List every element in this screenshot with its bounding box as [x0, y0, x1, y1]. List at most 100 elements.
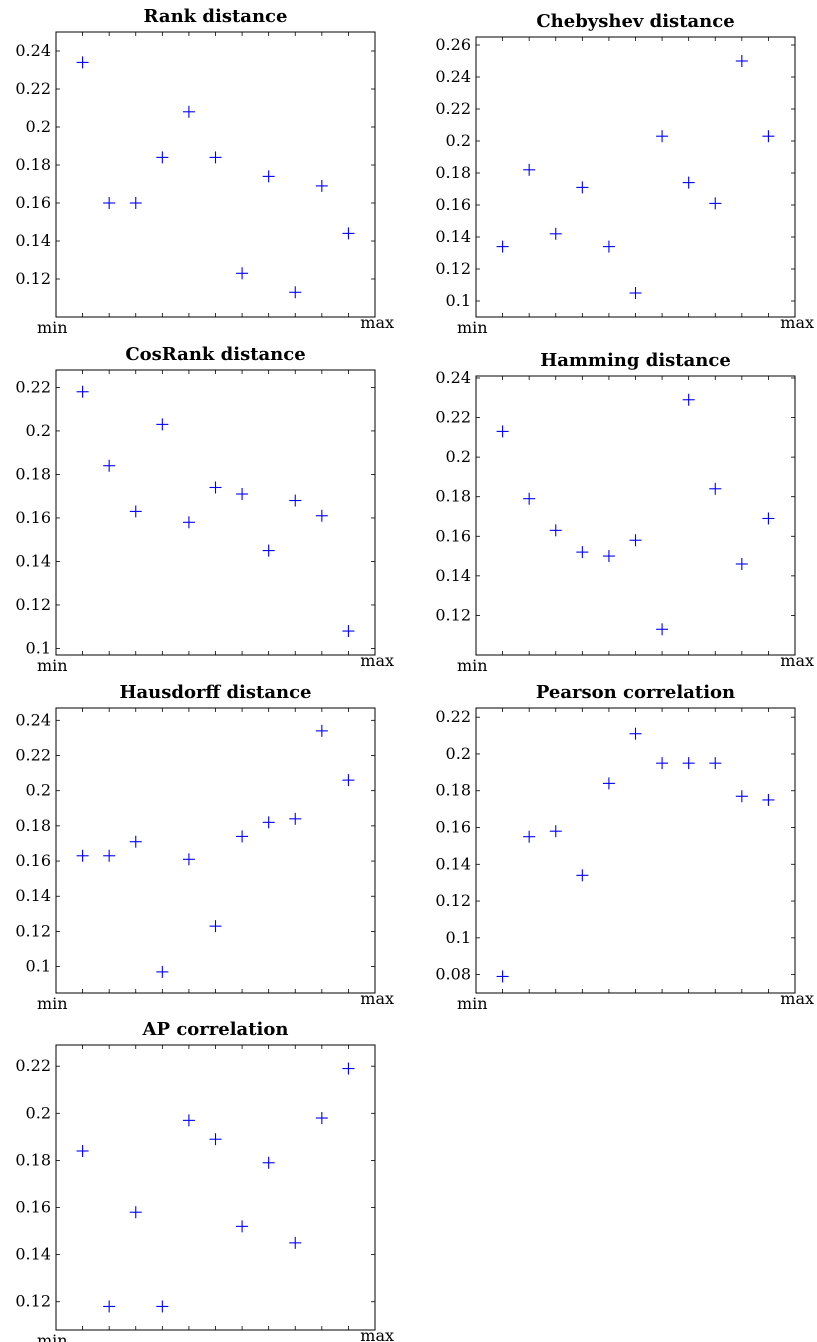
data-point	[315, 1112, 328, 1125]
data-point	[289, 812, 302, 825]
plot-frame	[55, 1044, 376, 1331]
y-tick-label: 0.12	[15, 595, 51, 614]
y-tick-label: 0.22	[435, 408, 471, 427]
data-point	[289, 494, 302, 507]
x-min-label: min	[457, 318, 488, 337]
x-max-label: max	[360, 313, 394, 332]
y-tick-label: 0.14	[15, 551, 51, 570]
data-point	[156, 1300, 169, 1313]
chart-panel: Chebyshev distance 0.1 0.12 0.14 0.16 0.18 0.2…	[435, 11, 814, 337]
data-point	[629, 287, 642, 299]
x-min-label: min	[37, 1331, 68, 1342]
data-point	[289, 286, 302, 299]
y-tick-label: 0.18	[15, 464, 51, 483]
y-tick-label: 0.24	[15, 710, 51, 729]
y-tick-label: 0.1	[26, 638, 51, 657]
data-point	[656, 623, 669, 636]
y-tick-label: 0.1	[446, 928, 471, 947]
y-tick-label: 0.24	[15, 41, 51, 60]
data-point	[289, 1236, 302, 1249]
data-point	[549, 825, 562, 838]
data-point	[735, 557, 748, 570]
data-point	[762, 512, 775, 525]
y-tick-label: 0.14	[15, 231, 51, 250]
y-tick-label: 0.18	[435, 487, 471, 506]
x-min-label: min	[37, 318, 68, 337]
y-tick-label: 0.2	[446, 131, 471, 150]
data-point	[236, 488, 249, 501]
data-point	[549, 524, 562, 537]
data-point	[315, 509, 328, 522]
x-min-label: min	[457, 994, 488, 1013]
data-point	[602, 240, 615, 253]
data-point	[129, 197, 142, 209]
y-tick-label: 0.22	[15, 1056, 51, 1075]
y-tick-label: 0.2	[446, 447, 471, 466]
data-point	[576, 181, 589, 194]
chart-title: AP correlation	[142, 1019, 289, 1040]
y-tick-label: 0.14	[15, 886, 51, 905]
data-point	[182, 105, 195, 118]
data-point	[682, 757, 695, 770]
data-point	[156, 418, 169, 431]
plot-frame	[55, 369, 376, 656]
data-point	[182, 516, 195, 529]
data-point	[602, 550, 615, 563]
y-tick-label: 0.12	[435, 605, 471, 624]
y-tick-label: 0.18	[435, 781, 471, 800]
data-point	[656, 757, 669, 770]
data-point	[629, 727, 642, 740]
plot-frame	[55, 31, 376, 318]
data-point	[76, 56, 89, 69]
y-tick-label: 0.14	[435, 566, 471, 585]
y-tick-label: 0.2	[446, 744, 471, 763]
x-max-label: max	[780, 989, 814, 1008]
chart-title: Chebyshev distance	[536, 11, 734, 32]
y-tick-label: 0.16	[15, 193, 51, 212]
chart-panel: AP correlation 0.12 0.14 0.16 0.18 0.2 0.22 min…	[15, 1019, 394, 1342]
data-point	[523, 492, 536, 505]
y-tick-label: 0.12	[435, 891, 471, 910]
plot-frame	[475, 707, 796, 994]
y-tick-label: 0.2	[26, 117, 51, 136]
x-max-label: max	[780, 651, 814, 670]
x-max-label: max	[360, 1326, 394, 1342]
chart-panel: CosRank distance 0.1 0.12 0.14 0.16 0.18 0.2 0.…	[15, 344, 394, 675]
data-point	[76, 385, 89, 398]
data-point	[209, 481, 222, 494]
data-point	[342, 1062, 355, 1075]
data-point	[262, 170, 275, 183]
chart-title: Rank distance	[144, 6, 288, 27]
chart-panel: Hamming distance 0.12 0.14 0.16 0.18 0.2 0.22 0…	[435, 350, 814, 675]
y-tick-label: 0.22	[435, 99, 471, 118]
data-point	[576, 546, 589, 559]
data-point	[129, 1206, 142, 1219]
chart-title: Pearson correlation	[536, 682, 735, 703]
y-tick-label: 0.18	[15, 816, 51, 835]
data-point	[76, 849, 89, 862]
y-tick-label: 0.22	[15, 377, 51, 396]
data-point	[602, 777, 615, 790]
y-tick-label: 0.16	[435, 195, 471, 214]
data-point	[209, 1133, 222, 1146]
data-point	[182, 1114, 195, 1127]
y-tick-label: 0.08	[435, 965, 471, 984]
plot-frame	[475, 36, 796, 318]
y-tick-label: 0.12	[15, 921, 51, 940]
data-point	[656, 130, 669, 143]
data-point	[576, 869, 589, 882]
chart-panel: Pearson correlation 0.08 0.1 0.12 0.14 0.16 0.…	[435, 682, 814, 1013]
data-point	[262, 1156, 275, 1169]
y-tick-label: 0.1	[446, 291, 471, 310]
data-point	[682, 176, 695, 189]
y-tick-label: 0.18	[15, 1150, 51, 1169]
data-point	[735, 55, 748, 67]
chart-title: CosRank distance	[125, 344, 305, 365]
data-point	[156, 965, 169, 978]
y-tick-label: 0.12	[435, 259, 471, 278]
data-point	[342, 774, 355, 787]
data-point	[182, 853, 195, 866]
data-point	[315, 179, 328, 192]
data-point	[129, 505, 142, 518]
